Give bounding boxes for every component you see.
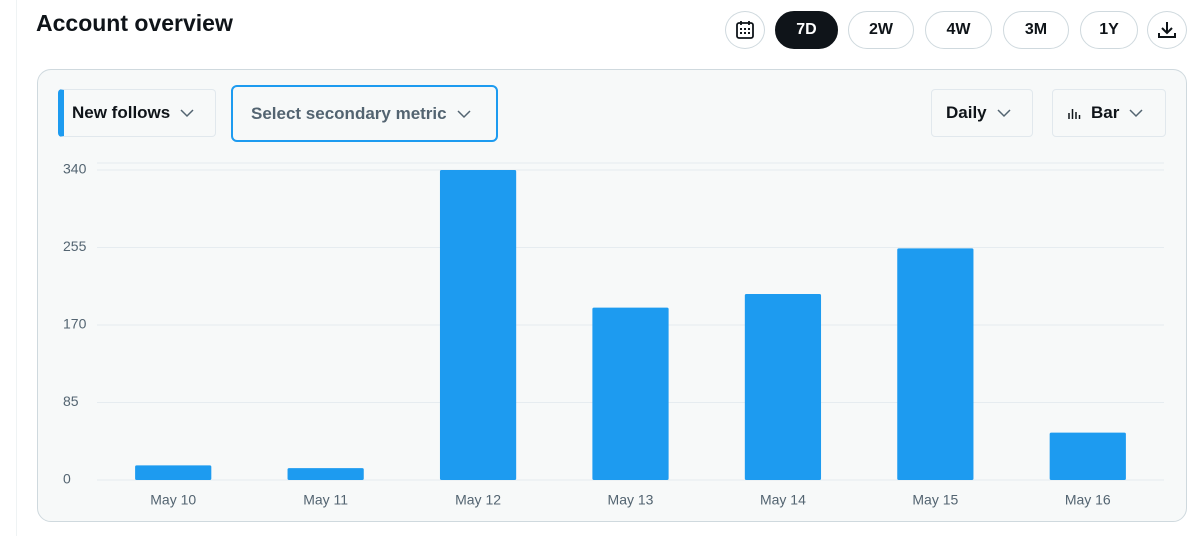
page-title: Account overview <box>36 10 233 36</box>
bar-icon <box>1068 109 1081 119</box>
primary-metric: New follows <box>72 103 171 122</box>
interval: Daily <box>946 103 987 122</box>
secondary-metric-dropdown[interactable]: Select secondary metric <box>231 85 498 142</box>
download-button[interactable] <box>1147 11 1187 49</box>
range-button[interactable]: 3M <box>1003 11 1069 49</box>
primary-metric-dropdown[interactable]: New follows <box>58 89 216 137</box>
secondary-metric: Select secondary metric <box>251 103 447 123</box>
chevron <box>997 109 1011 118</box>
download-icon <box>1158 22 1176 38</box>
calendar-button[interactable] <box>725 11 765 49</box>
range-button[interactable]: 2W <box>848 11 914 49</box>
divider <box>16 0 17 536</box>
range-button[interactable]: 7D <box>775 11 838 49</box>
chevron <box>1129 109 1143 118</box>
range-button[interactable]: 4W <box>925 11 992 49</box>
range-button[interactable]: 1Y <box>1080 11 1138 49</box>
chevron <box>180 109 194 118</box>
chevron <box>457 109 471 118</box>
chart-style: Bar <box>1091 103 1120 122</box>
calendar-icon <box>736 21 754 39</box>
interval-dropdown[interactable]: Daily <box>931 89 1033 137</box>
chart-style-dropdown[interactable]: Bar <box>1052 89 1166 137</box>
